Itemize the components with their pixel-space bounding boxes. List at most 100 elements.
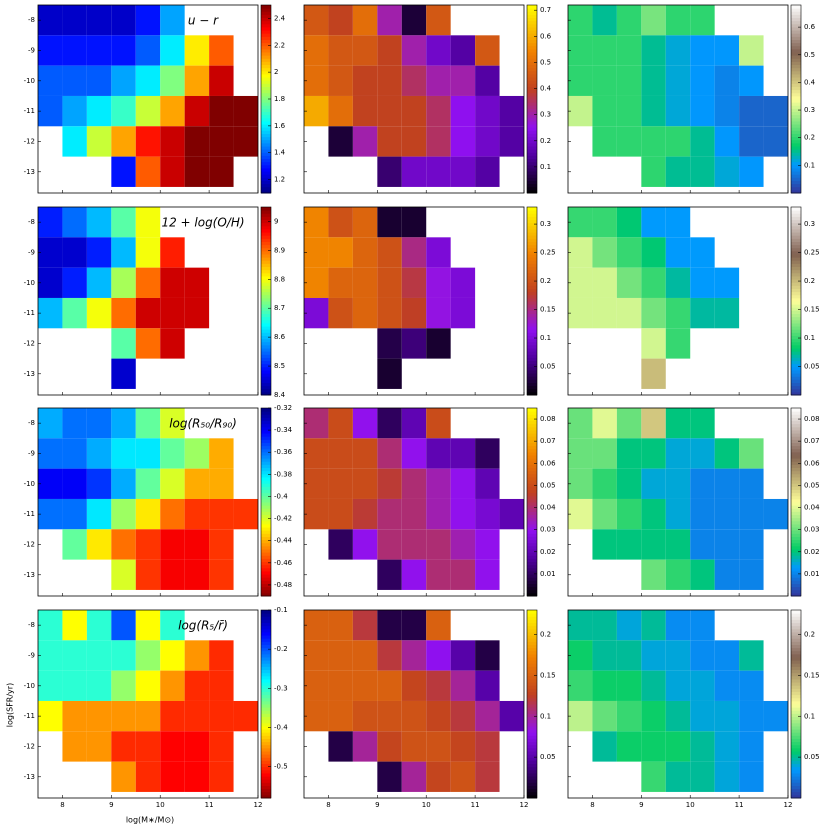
colorbar-strip <box>261 414 271 418</box>
colorbar-strip <box>261 250 271 255</box>
panel: 0.1 0.2 0.3 0.4 0.5 0.6 0.7 <box>303 4 552 194</box>
colorbar-strip <box>527 241 537 246</box>
colorbar-strip <box>527 326 537 330</box>
colorbar-strip <box>527 445 537 450</box>
colorbar-strip <box>261 291 271 296</box>
colorbar-strip <box>791 373 801 377</box>
colorbar-strip <box>261 539 271 544</box>
heat-cell <box>135 156 161 187</box>
colorbar-strip <box>791 688 801 692</box>
colorbar-strip <box>527 470 537 475</box>
colorbar-strip <box>791 498 801 503</box>
panel: -13 -12 -11 -10 -9 -8 log(R₅₀/R₉₀) -0.48 -0.46 -0… <box>24 404 293 597</box>
colorbar-strip <box>791 58 801 62</box>
heat-cell <box>401 267 427 298</box>
colorbar-strip <box>527 716 537 721</box>
colorbar-strip <box>791 257 801 261</box>
colorbar-strip <box>527 111 537 116</box>
colorbar-strip <box>261 52 271 56</box>
heat-cell <box>135 65 161 96</box>
heat-cell <box>401 438 427 469</box>
colorbar-strip <box>261 788 271 793</box>
x-tick-label: 9 <box>109 801 113 809</box>
colorbar-strip <box>791 48 801 53</box>
heat-cell <box>352 126 378 157</box>
heat-cell <box>401 156 427 187</box>
heat-cell <box>38 700 63 732</box>
colorbar-strip <box>527 464 537 469</box>
heat-cell <box>401 408 427 439</box>
colorbar-strip <box>527 520 537 525</box>
heat-cell <box>592 95 617 127</box>
colorbar-tick-label: 0.4 <box>540 85 552 93</box>
colorbar-strip <box>261 338 271 343</box>
panel-title: u − r <box>188 14 219 28</box>
heat-cell <box>426 95 451 127</box>
y-tick-label: -12 <box>24 540 35 548</box>
colorbar-strip <box>527 369 537 374</box>
heat-cell <box>616 95 642 127</box>
colorbar-strip <box>791 161 801 166</box>
colorbar-tick-label: 0.1 <box>804 161 815 169</box>
colorbar-strip <box>527 124 537 128</box>
colorbar-strip <box>527 376 537 380</box>
colorbar-strip <box>791 167 801 172</box>
heat-cell <box>426 529 451 560</box>
heat-cell <box>592 640 617 671</box>
colorbar-tick-label: 0.07 <box>540 437 556 445</box>
heat-cell <box>304 610 329 641</box>
colorbar-frame <box>526 4 538 194</box>
colorbar-strip <box>791 216 801 221</box>
colorbar-strip <box>527 536 537 541</box>
colorbar-strip <box>527 86 537 91</box>
colorbar-tick-label: 0.15 <box>540 306 556 314</box>
plot-frame <box>567 4 789 194</box>
heat-cell <box>135 328 161 359</box>
colorbar-strip <box>527 685 537 689</box>
colorbar-strip <box>527 344 537 349</box>
colorbar-strip <box>527 495 537 500</box>
colorbar-strip <box>261 451 271 456</box>
colorbar-strip <box>527 574 537 578</box>
heat-cell <box>665 468 691 499</box>
colorbar-strip <box>791 95 801 100</box>
heat-cell <box>641 5 666 36</box>
heat-cell <box>592 65 617 96</box>
heat-cell <box>616 700 642 732</box>
colorbar-strip <box>261 152 271 156</box>
heat-cell <box>62 5 87 36</box>
colorbar-strip <box>261 366 271 371</box>
heat-cell <box>160 498 185 530</box>
colorbar-strip <box>791 417 801 422</box>
colorbar-strip <box>527 613 537 617</box>
heat-cell <box>641 65 666 96</box>
colorbar-strip <box>791 313 801 318</box>
heat-cell <box>665 438 691 469</box>
heat-cell <box>714 35 740 66</box>
colorbar-strip <box>261 744 271 749</box>
plot-frame <box>37 4 259 194</box>
colorbar-strip <box>527 382 537 387</box>
colorbar-strip <box>791 105 801 109</box>
heat-cell <box>714 156 740 187</box>
colorbar-strip <box>261 86 271 91</box>
colorbar-tick-label: 0.05 <box>804 753 820 761</box>
colorbar-strip <box>791 561 801 566</box>
colorbar-strip <box>791 738 801 743</box>
heat-cell <box>304 438 329 469</box>
colorbar-strip <box>791 580 801 584</box>
colorbar-strip <box>261 80 271 84</box>
colorbar-tick-label: 0.01 <box>804 570 820 578</box>
colorbar-strip <box>261 766 271 771</box>
colorbar-tick-label: 0.2 <box>540 631 551 639</box>
colorbar-strip <box>261 653 271 658</box>
colorbar-frame <box>790 609 802 799</box>
colorbar-strip <box>791 772 801 777</box>
colorbar-strip <box>261 631 271 636</box>
colorbar-strip <box>261 142 271 147</box>
colorbar-strip <box>791 108 801 113</box>
colorbar-strip <box>791 448 801 453</box>
colorbar-strip <box>527 414 537 418</box>
heat-cell <box>111 156 136 187</box>
colorbar-strip <box>527 26 537 31</box>
